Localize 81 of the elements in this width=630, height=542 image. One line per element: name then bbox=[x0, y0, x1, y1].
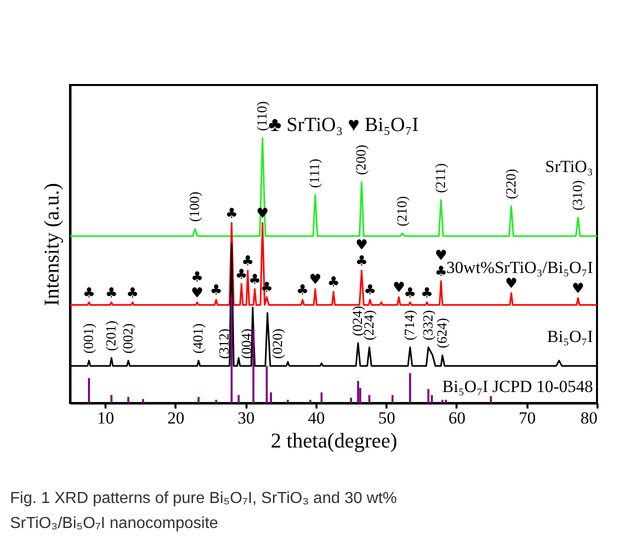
annotation: (401) bbox=[192, 322, 207, 354]
annotation: ♥ bbox=[355, 238, 368, 254]
bar bbox=[127, 396, 130, 403]
bar bbox=[88, 378, 90, 403]
annotation: ♣ bbox=[241, 254, 254, 270]
bar bbox=[286, 400, 289, 403]
bar bbox=[409, 373, 412, 403]
bar bbox=[270, 392, 272, 403]
annotation: ♣ bbox=[126, 285, 139, 302]
annotation: (210) bbox=[395, 196, 410, 226]
bar bbox=[350, 398, 352, 403]
annotation: ♣ bbox=[210, 282, 222, 299]
annotation: (200) bbox=[354, 144, 370, 175]
x-tick-label: 40 bbox=[308, 408, 325, 428]
bar bbox=[252, 328, 254, 403]
annotation: ♣ bbox=[355, 254, 368, 270]
annotation: ♣ bbox=[82, 285, 96, 302]
annotation: ♣ bbox=[248, 272, 262, 288]
bar bbox=[215, 400, 218, 403]
annotation: ♣ bbox=[225, 206, 238, 222]
bar bbox=[441, 400, 444, 403]
annotation: ♣ bbox=[420, 285, 434, 302]
annotation: ♥ bbox=[308, 272, 322, 288]
x-tick-label: 80 bbox=[580, 408, 598, 428]
annotation: ♥ bbox=[504, 276, 518, 292]
series-label: 30wt%SrTiO₃/Bi₅O₇I bbox=[446, 258, 594, 277]
bar bbox=[230, 297, 233, 403]
annotation: ♣ bbox=[235, 266, 248, 283]
annotation: ♣ bbox=[404, 285, 416, 302]
series-label: Bi₅O₇I JCPD 10-0548 bbox=[442, 376, 593, 396]
annotation: (714) bbox=[403, 310, 418, 340]
annotation: (312) bbox=[218, 328, 233, 359]
annotation: ♣ bbox=[327, 274, 340, 291]
annotation: ♣ bbox=[190, 269, 204, 286]
annotation: (004) bbox=[240, 328, 256, 359]
annotation: ♣ bbox=[364, 282, 376, 299]
annotation: (211) bbox=[434, 162, 450, 194]
annotation: (110) bbox=[256, 100, 271, 131]
annotation: (310) bbox=[571, 180, 586, 210]
bar bbox=[427, 388, 430, 403]
x-tick-label: 10 bbox=[97, 408, 114, 428]
annotation: ♣ bbox=[296, 282, 309, 299]
annotation: (001) bbox=[82, 322, 97, 354]
annotation: (100) bbox=[188, 191, 204, 222]
bar bbox=[392, 395, 394, 403]
x-tick-label: 60 bbox=[448, 408, 466, 428]
x-tick-label: 50 bbox=[378, 408, 396, 428]
bar bbox=[142, 399, 144, 403]
bar bbox=[444, 400, 447, 403]
bar bbox=[110, 395, 112, 403]
annotation: (624) bbox=[435, 318, 450, 348]
text: SrTiO₃ bbox=[545, 157, 594, 176]
bar bbox=[490, 396, 492, 403]
x-tick-label: 20 bbox=[167, 408, 184, 428]
annotation: ♥ bbox=[434, 248, 448, 264]
bar bbox=[238, 395, 240, 403]
series-label: Bi₅O₇I bbox=[547, 326, 594, 346]
bar bbox=[368, 395, 370, 403]
annotation: (020) bbox=[270, 328, 286, 359]
annotation: (002) bbox=[121, 322, 136, 354]
bar bbox=[320, 392, 323, 403]
x-axis-title: 2 theta(degree) bbox=[270, 428, 398, 452]
x-tick-label: 70 bbox=[518, 408, 536, 428]
bar bbox=[309, 400, 312, 403]
annotation: (332) bbox=[421, 310, 436, 340]
bar bbox=[266, 366, 268, 403]
bar bbox=[357, 381, 360, 403]
annotation: ♥ bbox=[572, 281, 584, 298]
annotation: (111) bbox=[308, 158, 324, 188]
annotation: (201) bbox=[104, 320, 120, 351]
annotation: ♥ bbox=[392, 280, 406, 296]
bar bbox=[198, 396, 200, 403]
text: SrTiO₃/Bi₅O₇I nanocomposite bbox=[10, 515, 218, 532]
annotation: ♣ bbox=[434, 264, 448, 280]
caption: Fig. 1 XRD patterns of pure Bi₅O₇I, SrTiO₃ and 30 wt% bbox=[10, 490, 397, 507]
x-tick-label: 30 bbox=[238, 408, 255, 428]
annotation: (220) bbox=[504, 168, 520, 200]
annotation: ♣ bbox=[105, 285, 118, 302]
y-axis-title: Intensity (a.u.) bbox=[40, 182, 64, 306]
annotation: ♥ bbox=[190, 285, 204, 302]
text: ♣ SrTiO₃ ♥ Bi₅O₇I bbox=[268, 114, 419, 136]
